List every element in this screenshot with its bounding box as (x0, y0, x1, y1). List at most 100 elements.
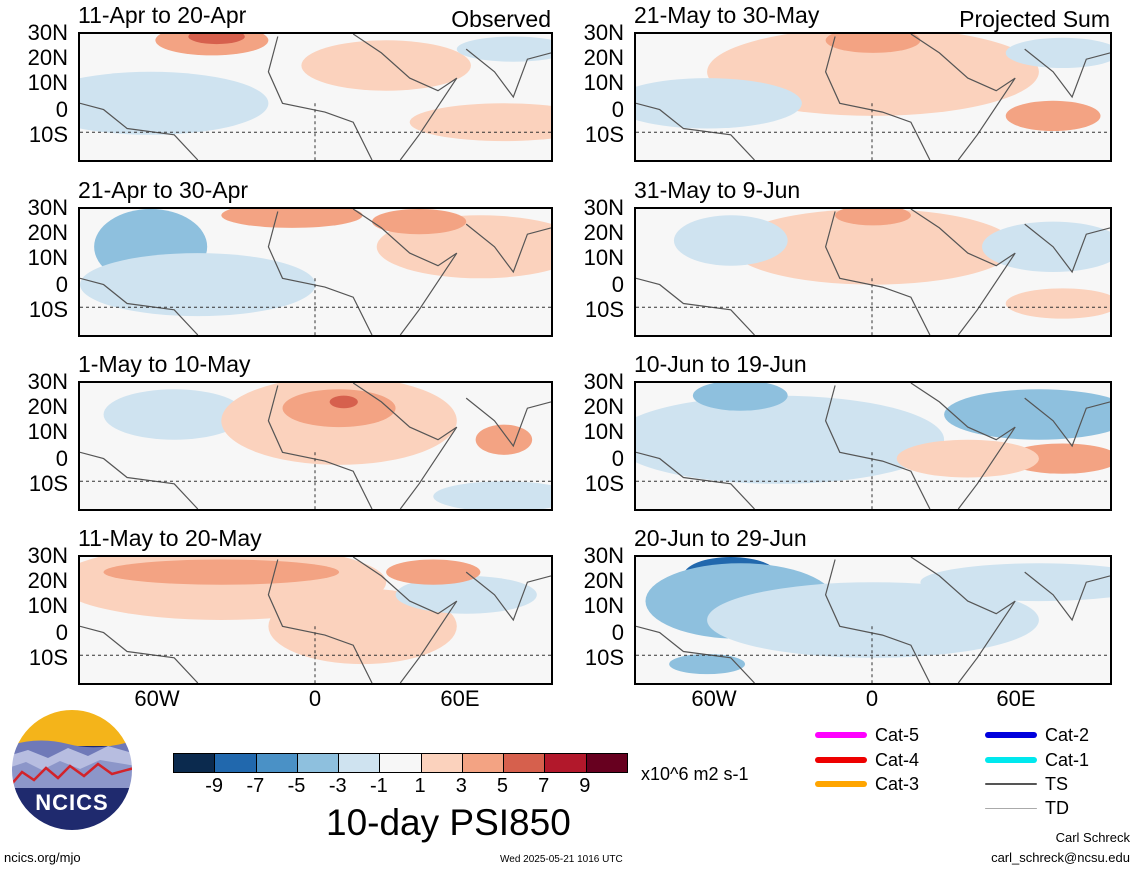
anomaly-contour (188, 34, 245, 45)
lon-label-60w-left: 60W (134, 686, 180, 711)
lon-label-60e-right: 60E (996, 686, 1036, 711)
lat-label: 10N (27, 419, 68, 444)
legend-label: Cat-4 (875, 750, 920, 770)
anomaly-contour (386, 559, 481, 585)
anomaly-contour (80, 253, 316, 317)
footer-email[interactable]: carl_schreck@ncsu.edu (991, 850, 1130, 865)
anomaly-contour (329, 395, 358, 409)
coastline (636, 383, 1110, 509)
lat-label: 20N (27, 220, 68, 245)
lat-label: 10N (27, 593, 68, 618)
anomaly-map (634, 207, 1112, 337)
lat-label: 20N (27, 568, 68, 593)
anomaly-map (78, 32, 553, 162)
anomaly-contour (103, 559, 340, 585)
lat-label: 20N (27, 394, 68, 419)
footer-timestamp: Wed 2025-05-21 1016 UTC (500, 854, 623, 865)
panel-title: 21-May to 30-May (634, 2, 820, 28)
anomaly-contour (825, 34, 921, 53)
anomaly-map (634, 381, 1112, 511)
colorbar-segment (462, 754, 505, 772)
colorbar-tick-label: -5 (287, 775, 306, 797)
lat-label: 0 (611, 97, 624, 122)
colorbar-tick-label: 1 (414, 775, 426, 797)
legend-swatch (985, 732, 1037, 738)
lat-label: 20N (583, 220, 624, 245)
footer-url[interactable]: ncics.org/mjo (4, 850, 81, 865)
coastline (636, 557, 1110, 683)
lat-label: 10N (583, 419, 624, 444)
panel-corner-label: Projected Sum (959, 6, 1110, 32)
anomaly-contour (221, 209, 363, 228)
anomaly-contour (669, 654, 746, 675)
anomaly-contour (692, 383, 788, 411)
lat-label: 10N (583, 245, 624, 270)
anomaly-contour (896, 439, 1039, 478)
anomaly-contour (372, 209, 467, 235)
anomaly-contour (673, 215, 788, 266)
colorbar-tick-label: 7 (538, 775, 550, 797)
coastline (636, 34, 1110, 160)
lat-label: 10S (584, 471, 624, 496)
anomaly-contour (1005, 37, 1110, 69)
anomaly-contour (301, 40, 471, 91)
colorbar-segment (545, 754, 587, 772)
anomaly-contour (268, 588, 457, 665)
lon-label-60e-left: 60E (440, 686, 480, 711)
lat-label: 30N (27, 369, 68, 394)
colorbar-segment (339, 754, 381, 772)
lat-label: 0 (55, 272, 68, 297)
panel-title: 11-May to 20-May (78, 525, 262, 551)
coastline (80, 557, 551, 683)
lat-label: 10N (583, 593, 624, 618)
anomaly-contour (636, 395, 945, 484)
coastline (636, 209, 1110, 335)
logo-text: NCICS (35, 790, 109, 815)
lat-label: 30N (583, 20, 624, 45)
legend-swatch (815, 757, 867, 763)
colorbar-segment (297, 754, 340, 772)
lat-label: 30N (583, 369, 624, 394)
legend-swatch (985, 757, 1037, 763)
coastline (80, 209, 551, 335)
colorbar-tick-label: 9 (579, 775, 591, 797)
lon-label-0-right: 0 (865, 686, 879, 711)
anomaly-contour (80, 71, 269, 135)
lat-label: 30N (27, 543, 68, 568)
anomaly-map (78, 555, 553, 685)
panel-title: 20-Jun to 29-Jun (634, 525, 807, 551)
lat-label: 0 (55, 620, 68, 645)
colorbar-tick-label: -1 (370, 775, 388, 797)
lat-label: 10S (28, 122, 68, 147)
anomaly-map (634, 555, 1112, 685)
colorbar-tick-label: 3 (455, 775, 467, 797)
legend-swatch (815, 732, 867, 738)
anomaly-contour (835, 209, 911, 226)
anomaly-contour (982, 221, 1110, 272)
colorbar-tick-label: -9 (205, 775, 224, 797)
colorbar-segment (586, 754, 627, 772)
lat-label: 10S (28, 645, 68, 670)
legend-label: TD (1045, 798, 1069, 818)
coastline (80, 383, 551, 509)
lat-label: 20N (583, 568, 624, 593)
colorbar-segment (421, 754, 463, 772)
legend-swatch (985, 783, 1037, 785)
lat-label: 10S (584, 122, 624, 147)
colorbar-segment (380, 754, 422, 772)
lon-label-60w-right: 60W (691, 686, 737, 711)
lat-label: 30N (583, 543, 624, 568)
anomaly-contour (409, 103, 551, 142)
lat-label: 0 (55, 97, 68, 122)
lat-label: 10N (583, 70, 624, 95)
coastline (80, 34, 551, 160)
panel-title: 10-Jun to 19-Jun (634, 351, 807, 377)
anomaly-contour (433, 481, 551, 509)
anomaly-contour (944, 389, 1110, 440)
lat-label: 30N (27, 195, 68, 220)
panel-title: 1-May to 10-May (78, 351, 251, 377)
anomaly-contour (456, 36, 551, 62)
colorbar-units: x10^6 m2 s-1 (641, 764, 749, 784)
anomaly-contour (920, 563, 1110, 602)
lon-label-0-left: 0 (308, 686, 322, 711)
